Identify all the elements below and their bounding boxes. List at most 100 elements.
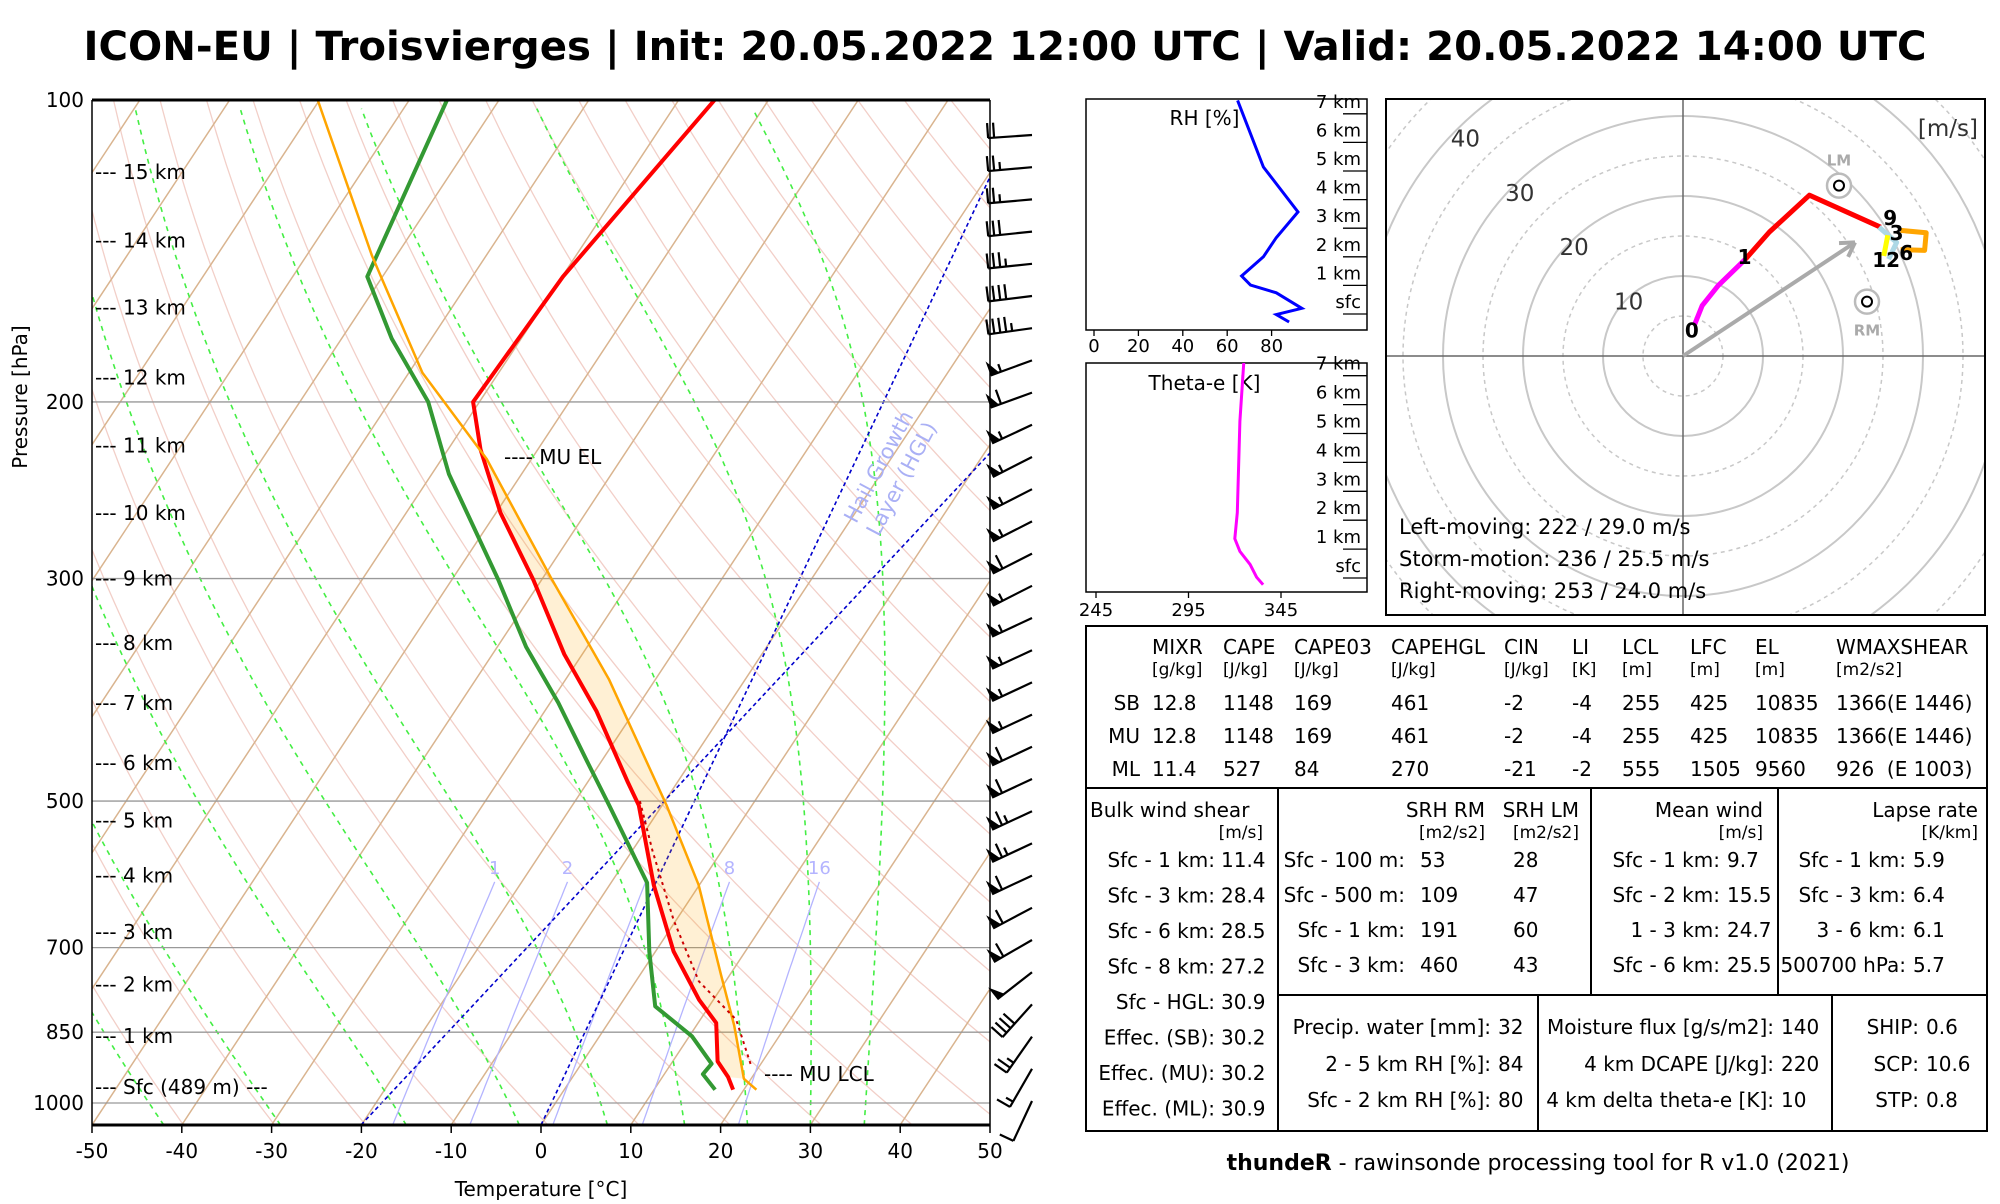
cell-value: 84 — [1294, 757, 1319, 781]
height-tick-label: 5 km — [1316, 412, 1361, 433]
y-tick-label: 200 — [46, 390, 84, 414]
cell-value: 1366(E 1446) — [1836, 724, 1972, 748]
shear-value: 30.9 — [1221, 990, 1266, 1014]
cell-value: 425 — [1690, 724, 1728, 748]
lapse-rate-title: Lapse rate — [1872, 798, 1978, 822]
column-header: CAPEHGL — [1391, 635, 1486, 659]
cell-value: 1505 — [1690, 757, 1741, 781]
isotherm — [270, 100, 949, 1125]
shear-value: 28.4 — [1221, 884, 1266, 908]
height-label: --- 7 km — [95, 691, 173, 715]
y-tick-label: 300 — [46, 567, 84, 591]
ring-label: 20 — [1560, 235, 1589, 261]
shear-title: Bulk wind shear — [1090, 798, 1250, 822]
storm-motion-text: Storm-motion: 236 / 25.5 m/s — [1399, 547, 1709, 571]
hodograph-grid — [1386, 99, 1985, 615]
profile-line — [1233, 363, 1265, 586]
moisture-value: 80 — [1498, 1088, 1523, 1112]
hodograph-segment — [1743, 192, 1882, 261]
x-tick-label: 20 — [1127, 336, 1150, 357]
lapse-rate-label: 500700 hPa: — [1780, 953, 1906, 977]
mixing-ratio-line — [391, 881, 496, 1125]
column-unit: [J/kg] — [1223, 660, 1268, 680]
column-unit: [g/kg] — [1152, 660, 1202, 680]
srh-lm-unit: [m2/s2] — [1513, 823, 1579, 843]
lapse-rate-value: 6.1 — [1913, 918, 1945, 942]
srh-label: Sfc - 3 km: — [1297, 953, 1405, 977]
cell-value: 1148 — [1223, 691, 1274, 715]
lapse-rate-label: 3 - 6 km: — [1816, 918, 1906, 942]
cell-value: 270 — [1391, 757, 1429, 781]
cell-value: -21 — [1504, 757, 1537, 781]
x-axis-label: Temperature [°C] — [454, 1177, 628, 1200]
footer-rest: - rawinsonde processing tool for R v1.0 … — [1332, 1151, 1850, 1176]
isotherm — [360, 171, 990, 1125]
isotherm — [92, 100, 231, 310]
profile-line — [1236, 99, 1306, 324]
cell-value: 169 — [1294, 691, 1332, 715]
x-tick-label: 40 — [1171, 336, 1194, 357]
wind-barb — [985, 778, 1033, 799]
moist-adiabat — [239, 108, 686, 1125]
lapse-rate-label: Sfc - 3 km: — [1798, 883, 1906, 907]
moisture-label: Precip. water [mm]: — [1293, 1015, 1491, 1039]
height-marker: 1 — [1738, 245, 1752, 269]
height-tick-label: 4 km — [1316, 440, 1361, 461]
wind-barb — [985, 219, 1033, 238]
shear-value: 30.9 — [1221, 1097, 1266, 1121]
left-mover-marker — [1825, 172, 1853, 199]
height-label: --- 8 km — [95, 631, 173, 655]
height-label: --- 3 km — [95, 920, 173, 944]
mean-wind-value: 15.5 — [1727, 883, 1772, 907]
arrow-head — [1838, 240, 1856, 246]
dry-adiabat — [531, 100, 990, 703]
lapse-rate-unit: [K/km] — [1921, 823, 1978, 843]
cell-value: 255 — [1622, 724, 1660, 748]
cell-value: 9560 — [1755, 757, 1806, 781]
dry-adiabat — [92, 698, 367, 1125]
column-unit: [J/kg] — [1294, 660, 1339, 680]
srh-lm-value: 47 — [1513, 883, 1538, 907]
moist-adiabat — [92, 820, 282, 1125]
height-label: --- 10 km — [95, 501, 186, 525]
height-marker: 0 — [1685, 319, 1699, 343]
x-tick-label: -20 — [345, 1139, 378, 1163]
flux-value: 10 — [1781, 1088, 1806, 1112]
mu-el-annotation: ---- MU EL — [504, 445, 602, 469]
panel-title: RH [%] — [1170, 106, 1240, 130]
height-label: --- 1 km — [95, 1024, 173, 1048]
lapse-rate-value: 6.4 — [1913, 883, 1945, 907]
wind-barb — [985, 316, 1033, 336]
height-marker: 3 — [1890, 221, 1904, 245]
left-mover-label: LM — [1827, 152, 1852, 170]
panel-frame — [1085, 362, 1368, 593]
wind-barb — [985, 520, 1033, 543]
moist-adiabat — [134, 108, 609, 1125]
height-label: --- 6 km — [95, 751, 173, 775]
dry-adiabat — [392, 100, 990, 903]
wind-barb — [985, 810, 1033, 831]
wind-barb — [993, 1035, 1033, 1074]
dry-adiabat — [252, 100, 990, 1115]
wind-barb — [985, 713, 1033, 735]
cell-value: 425 — [1690, 691, 1728, 715]
wind-barbs — [985, 122, 1033, 1142]
srh-lm-value: 60 — [1513, 918, 1538, 942]
moisture-value: 32 — [1498, 1015, 1523, 1039]
column-unit: [m] — [1755, 660, 1785, 680]
wind-barb — [985, 122, 1033, 140]
mean-wind-title: Mean wind — [1655, 798, 1763, 822]
height-tick-label: 7 km — [1316, 354, 1361, 375]
height-label: --- 2 km — [95, 973, 173, 997]
speed-ring-minor — [1386, 99, 1985, 615]
height-label: --- 4 km — [95, 863, 173, 887]
shear-value: 30.2 — [1221, 1061, 1266, 1085]
mean-wind-value: 9.7 — [1727, 848, 1759, 872]
dry-adiabat — [92, 387, 549, 1125]
x-tick-label: 80 — [1260, 336, 1283, 357]
dry-adiabat — [92, 207, 640, 1125]
storm-motion-text: Left-moving: 222 / 29.0 m/s — [1399, 515, 1690, 539]
mean-wind-label: Sfc - 6 km: — [1612, 953, 1720, 977]
